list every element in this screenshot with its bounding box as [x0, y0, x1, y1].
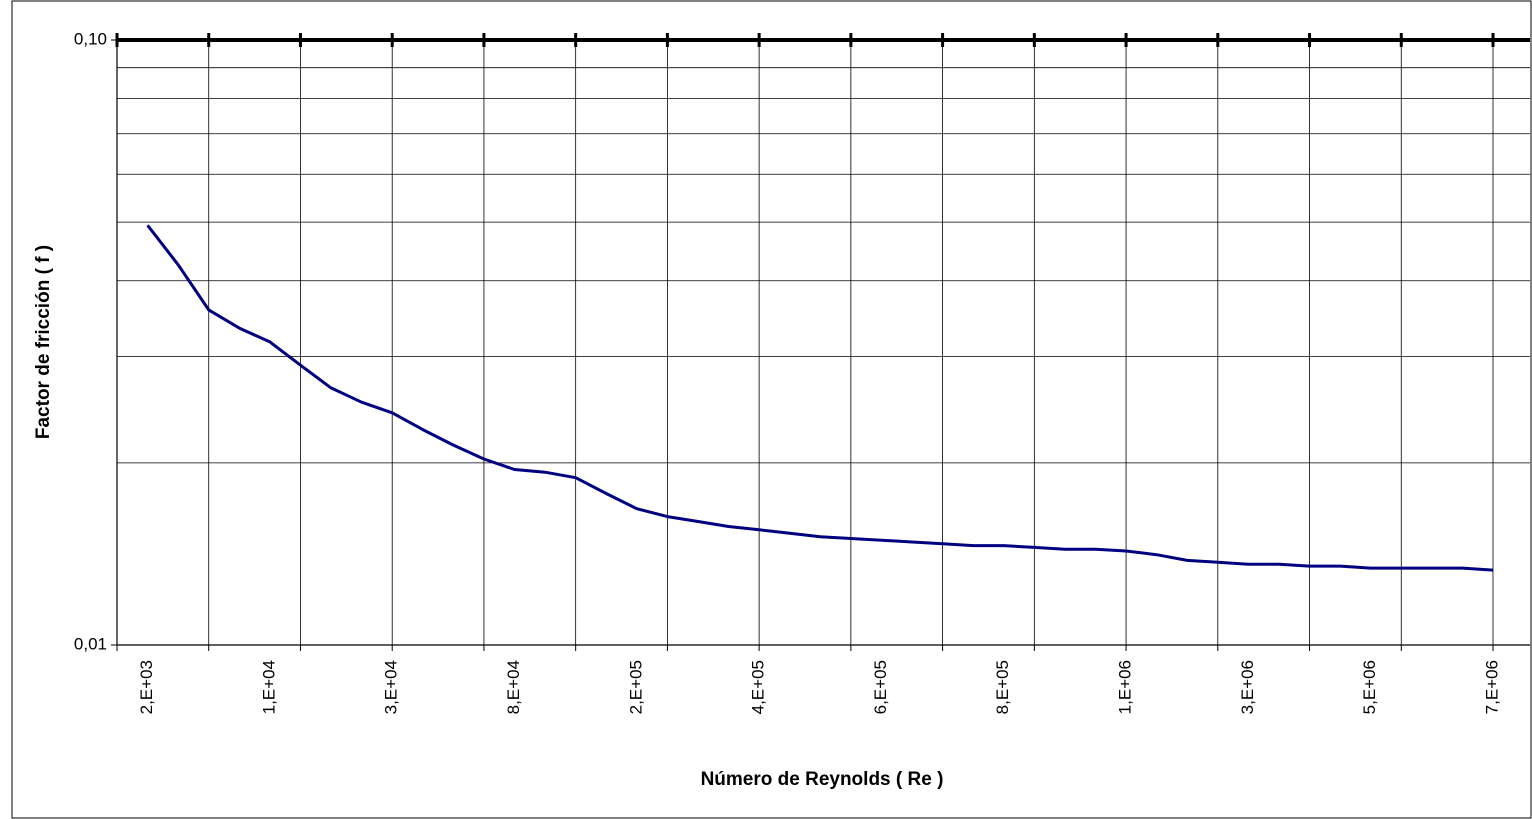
x-tick-label: 2,E+03 — [137, 660, 156, 714]
x-tick-label: 8,E+04 — [504, 660, 523, 714]
x-axis-title: Número de Reynolds ( Re ) — [701, 769, 944, 790]
x-tick-label: 7,E+06 — [1482, 660, 1501, 714]
x-tick-label: 1,E+04 — [259, 660, 278, 714]
x-tick-label: 2,E+05 — [626, 660, 645, 714]
x-tick-label: 4,E+05 — [749, 660, 768, 714]
y-tick-label: 0,10 — [74, 29, 107, 48]
x-tick-label: 5,E+06 — [1360, 660, 1379, 714]
data-line — [146, 224, 1494, 572]
y-axis-title: Factor de fricción ( f ) — [33, 245, 54, 439]
y-tick-label: 0,01 — [74, 634, 107, 653]
x-tick-label: 6,E+05 — [871, 660, 890, 714]
x-tick-label: 3,E+04 — [382, 660, 401, 714]
x-tick-label: 8,E+05 — [993, 660, 1012, 714]
x-tick-label: 3,E+06 — [1238, 660, 1257, 714]
x-tick-label: 1,E+06 — [1116, 660, 1135, 714]
chart-border — [11, 0, 1532, 819]
